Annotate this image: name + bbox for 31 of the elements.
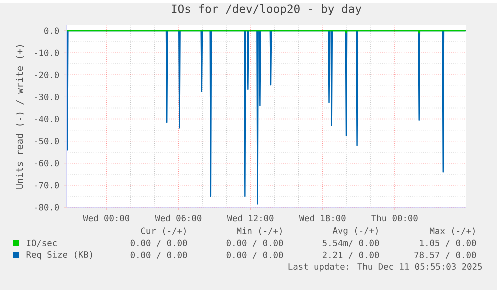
text: 0.00 / 0.00 xyxy=(130,240,188,248)
text: Last update: Thu Dec 11 05:55:03 2025 xyxy=(288,264,482,272)
x-tick-label: Wed 06:00 xyxy=(155,215,202,222)
x-tick-label: Wed 12:00 xyxy=(227,215,274,222)
x-tick-label: Wed 00:00 xyxy=(83,215,130,222)
x-tick-label: Thu 00:00 xyxy=(372,215,418,222)
text: 0.00 / 0.00 xyxy=(226,252,284,260)
y-axis-title: Units read (-) / write (+) xyxy=(16,46,24,190)
text: 78.57 / 0.00 xyxy=(414,252,476,260)
y-tick-label: -60.0 xyxy=(35,160,60,167)
y-tick-label: -10.0 xyxy=(35,50,60,57)
text: 2.21 / 0.00 xyxy=(322,252,380,260)
text: 5.54m/ 0.00 xyxy=(322,240,380,248)
x-tick-label: Wed 18:00 xyxy=(299,215,346,222)
y-tick-label: -30.0 xyxy=(35,94,60,101)
text: 0.00 / 0.00 xyxy=(130,252,188,260)
y-tick-label: -80.0 xyxy=(35,204,60,212)
text: Cur (-/+) xyxy=(141,228,186,236)
chart-title: IOs for /dev/loop20 - by day xyxy=(172,4,362,16)
y-tick-label: 0.0 xyxy=(44,28,60,35)
text: Max (-/+) xyxy=(430,228,475,236)
text: Min (-/+) xyxy=(237,228,282,236)
y-tick-label: -20.0 xyxy=(35,72,60,79)
y-tick-label: -50.0 xyxy=(35,138,60,145)
text: 1.05 / 0.00 xyxy=(420,240,476,248)
text: 0.00 / 0.00 xyxy=(226,240,284,248)
y-tick-label: -70.0 xyxy=(35,182,60,189)
y-tick-label: -40.0 xyxy=(35,116,60,123)
legend-label: IO/sec xyxy=(27,240,57,248)
legend-label: Req Size (KB) xyxy=(26,252,92,260)
text: Avg (-/+) xyxy=(332,228,378,236)
